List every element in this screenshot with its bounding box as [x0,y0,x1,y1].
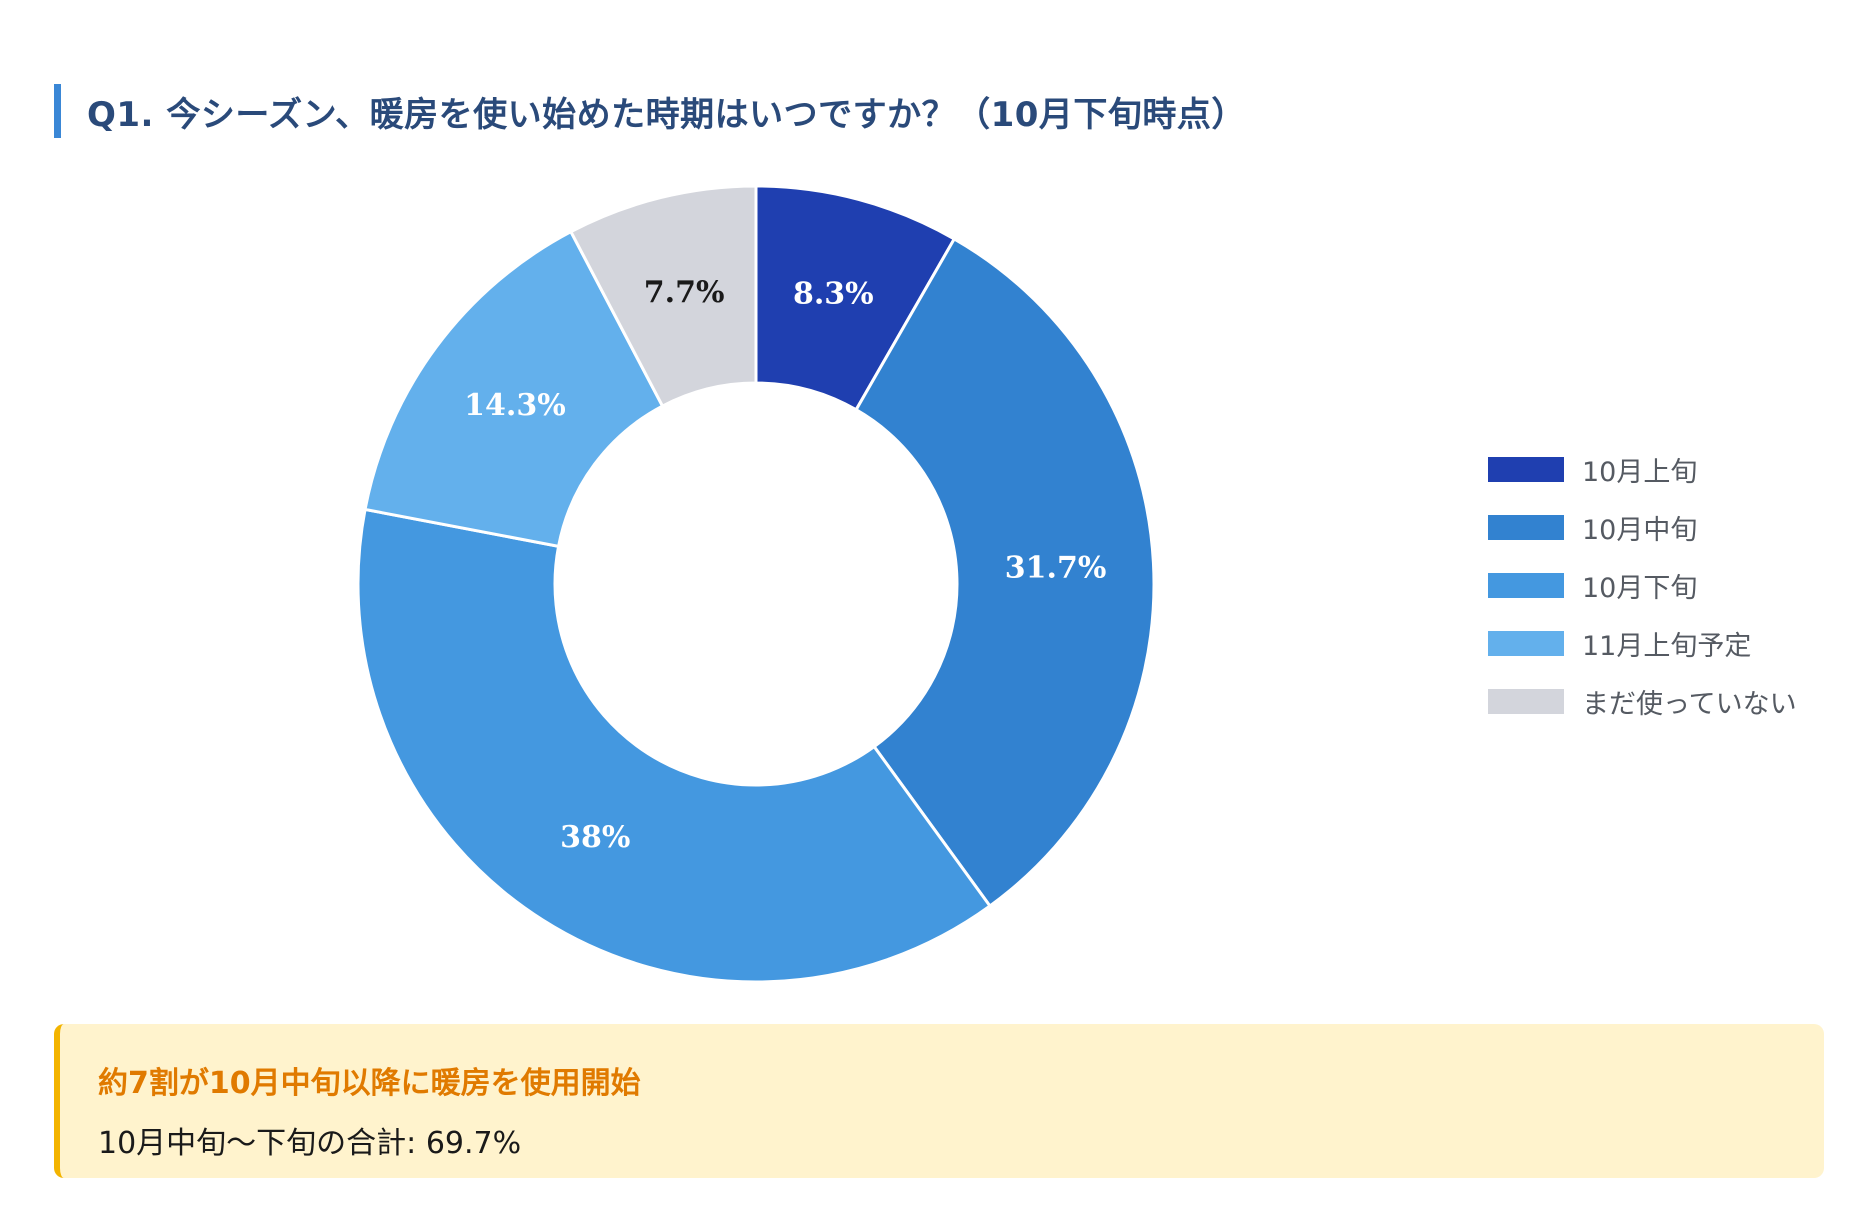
legend-item: 10月中旬 [1488,498,1797,556]
legend-item: まだ使っていない [1488,672,1797,730]
legend-swatch [1488,630,1564,656]
legend-item: 10月上旬 [1488,440,1797,498]
legend-swatch [1488,572,1564,598]
legend-swatch [1488,456,1564,482]
donut-chart: 8.3% 31.7% 38% 14.3% 7.7% [356,184,1156,984]
donut-slice-3 [356,507,993,984]
donut-slice-4 [363,229,665,549]
legend-label: 10月中旬 [1582,514,1698,546]
summary-callout: 約7割が10月中旬以降に暖房を使用開始 10月中旬〜下旬の合計: 69.7% [54,1024,1824,1178]
chart-title-bar: Q1. 今シーズン、暖房を使い始めた時期はいつですか？（10月下旬時点） [54,84,1246,138]
donut-slice-2 [854,236,1156,909]
slice-value-label-4: 14.3% [464,388,566,423]
donut-labels: 8.3% 31.7% 38% 14.3% 7.7% [464,275,1106,855]
slice-value-label-1: 8.3% [793,277,874,312]
legend-label: まだ使っていない [1582,688,1797,720]
donut-slice-5 [568,184,758,409]
legend-swatch [1488,688,1564,714]
slice-value-label-3: 38% [560,820,630,855]
callout-detail: 10月中旬〜下旬の合計: 69.7% [98,1126,522,1161]
legend-label: 10月上旬 [1582,456,1698,488]
donut-slices [356,184,1156,984]
legend-item: 10月下旬 [1488,556,1797,614]
legend-swatch [1488,514,1564,540]
callout-headline: 約7割が10月中旬以降に暖房を使用開始 [98,1066,641,1101]
slice-value-label-5: 7.7% [644,275,725,310]
chart-legend: 10月上旬 10月中旬 10月下旬 11月上旬予定まだ使っていない [1488,440,1797,730]
chart-title: Q1. 今シーズン、暖房を使い始めた時期はいつですか？（10月下旬時点） [87,94,1246,135]
slice-value-label-2: 31.7% [1005,550,1107,585]
legend-label: 10月下旬 [1582,572,1698,604]
legend-item: 11月上旬予定 [1488,614,1797,672]
legend-label: 11月上旬予定 [1582,630,1752,662]
